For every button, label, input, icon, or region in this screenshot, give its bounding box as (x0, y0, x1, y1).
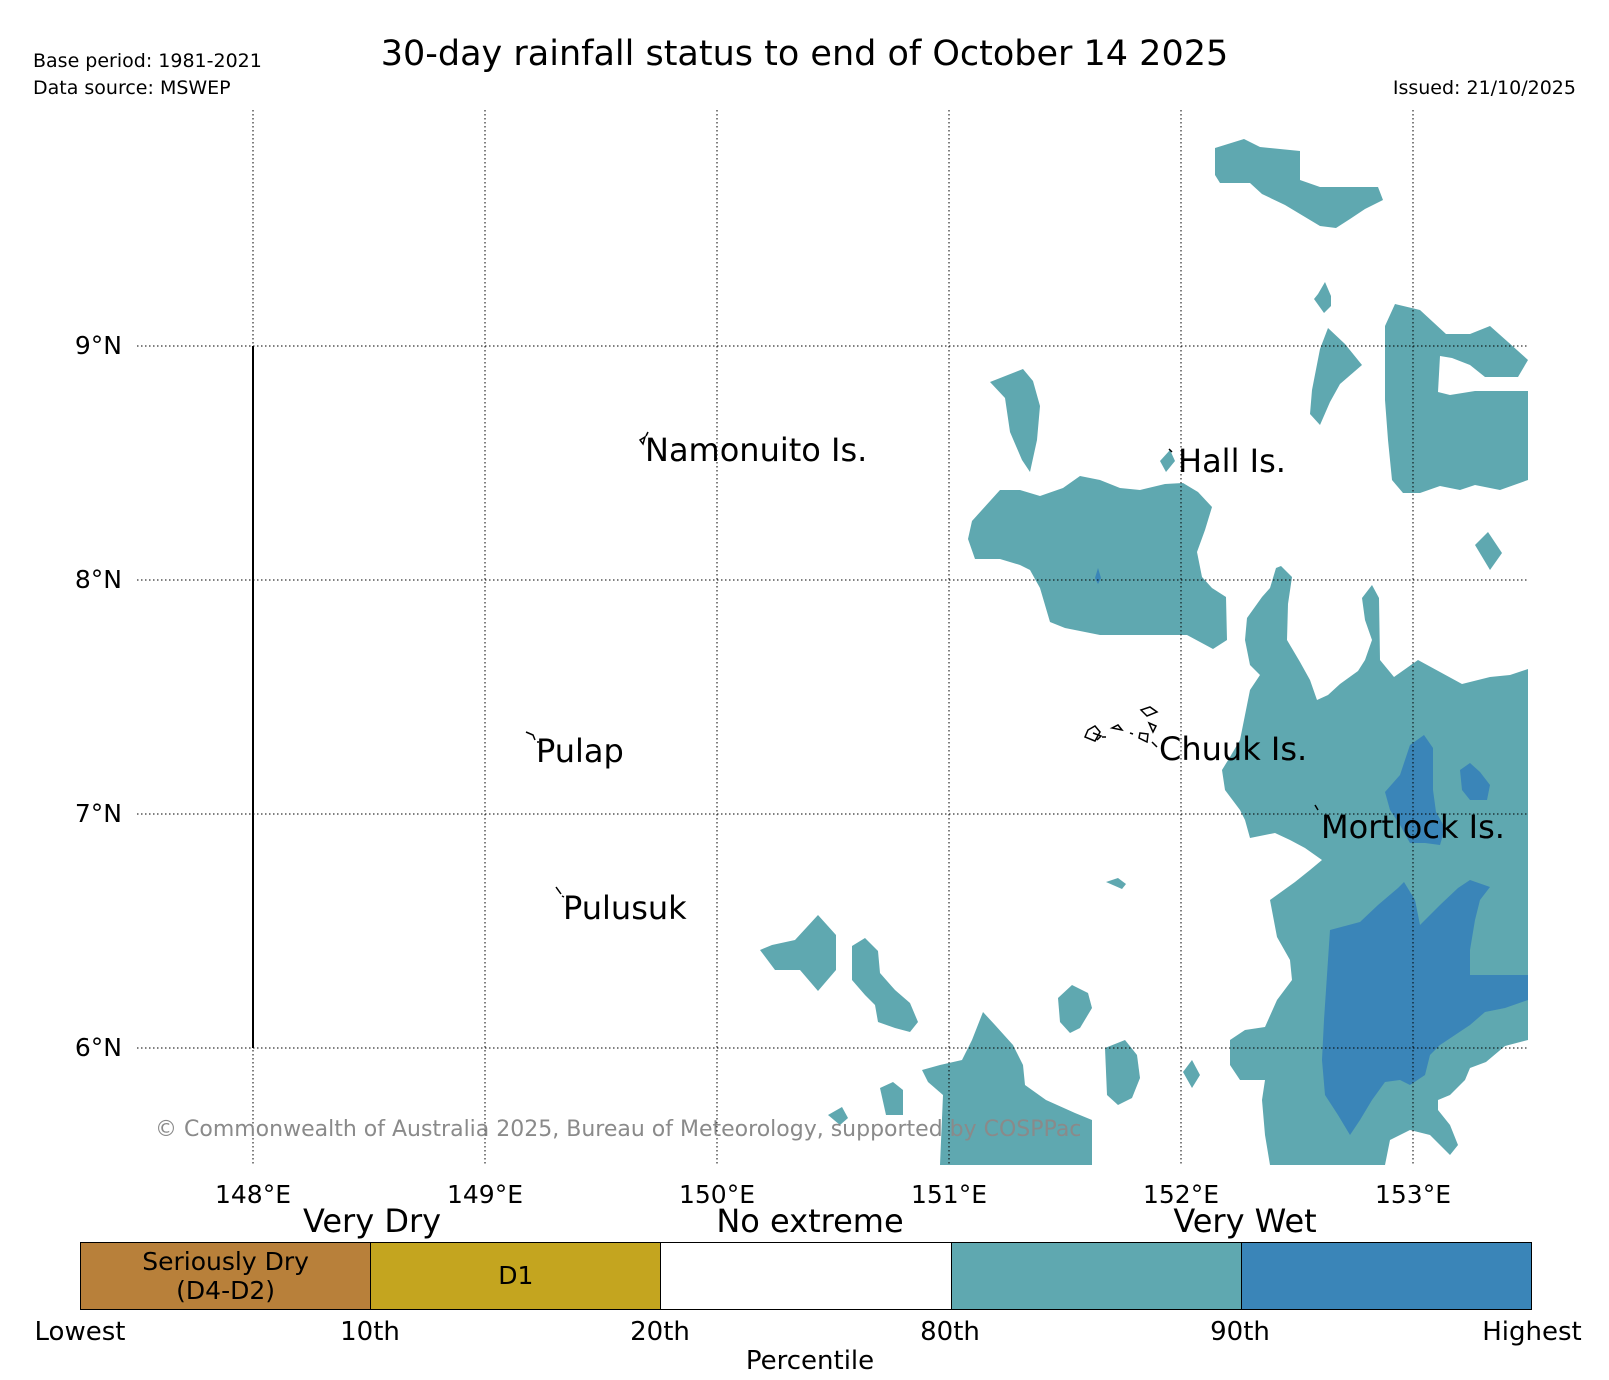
data-source-text: Data source: MSWEP (33, 77, 231, 99)
place-label-pulap: Pulap (536, 732, 624, 770)
place-label-namonuito: Namonuito Is. (645, 431, 868, 469)
copyright-notice: © Commonwealth of Australia 2025, Bureau… (155, 1117, 1082, 1142)
wet-region (760, 915, 836, 991)
legend-segment-d1: D1 (370, 1243, 661, 1309)
island-outlines (525, 431, 1319, 898)
lon-label-151E: 151°E (910, 1180, 987, 1209)
wet-region (1105, 1040, 1140, 1105)
segment-label-line1: D1 (498, 1261, 534, 1291)
place-label-pulusuk: Pulusuk (563, 889, 687, 927)
wet-region (968, 476, 1227, 649)
lon-label-153E: 153°E (1374, 1180, 1451, 1209)
wet-80-90-regions (760, 139, 1528, 1165)
issued-date-text: Issued: 21/10/2025 (1392, 77, 1576, 99)
lon-label-149E: 149°E (446, 1180, 523, 1209)
lon-label-150E: 150°E (678, 1180, 755, 1209)
island-shape (1109, 724, 1124, 732)
wet-region (828, 1107, 848, 1125)
island-shape (1151, 741, 1158, 748)
wet-region (1475, 532, 1502, 570)
lon-label-148E: 148°E (214, 1180, 291, 1209)
island-shape (1102, 732, 1134, 738)
island-shape (555, 886, 565, 898)
lat-label-6N: 6°N (74, 1033, 122, 1062)
wet-region (1183, 1060, 1200, 1088)
wet-region (1106, 878, 1126, 889)
wet-region (1215, 139, 1383, 228)
wet-region (880, 1082, 903, 1115)
lat-label-9N: 9°N (74, 331, 122, 360)
island-shape (1138, 721, 1158, 744)
legend-tick-80th: 80th (920, 1317, 980, 1347)
wet-region (1314, 282, 1331, 313)
rainfall-anomaly-layer (525, 139, 1528, 1165)
lat-label-8N: 8°N (74, 565, 122, 594)
place-label-mortlock: Mortlock Is. (1321, 808, 1505, 846)
legend-header-very-wet: Very Wet (1173, 1202, 1317, 1240)
wet-region (1160, 450, 1175, 472)
wet-region (852, 938, 918, 1032)
base-period-text: Base period: 1981-2021 (33, 50, 262, 72)
wet-region (1310, 328, 1362, 425)
wet-90-plus-regions (1095, 568, 1528, 1135)
percentile-colorbar: Seriously Dry (D4-D2) D1 (80, 1242, 1532, 1310)
legend-tick-90th: 90th (1210, 1317, 1270, 1347)
legend-segment-no-extreme (660, 1243, 951, 1309)
legend-segment-seriously-dry: Seriously Dry (D4-D2) (81, 1243, 371, 1309)
very-wet-region (1322, 880, 1528, 1135)
wet-region (1385, 304, 1528, 493)
legend-axis-label: Percentile (745, 1346, 875, 1376)
very-wet-region (1095, 568, 1101, 584)
segment-label-line1: Seriously Dry (142, 1246, 309, 1276)
lat-label-7N: 7°N (74, 799, 122, 828)
wet-region (922, 1012, 1092, 1165)
island-shape (1168, 448, 1173, 453)
rainfall-map (137, 110, 1528, 1165)
legend-header-very-dry: Very Dry (302, 1202, 442, 1240)
island-shape (1314, 804, 1319, 811)
very-wet-region (1385, 735, 1445, 845)
map-title: 30-day rainfall status to end of October… (380, 34, 1229, 74)
island-shape (525, 731, 539, 743)
place-label-chuuk: Chuuk Is. (1159, 730, 1308, 768)
legend-tick-10th: 10th (340, 1317, 400, 1347)
legend-tick-20th: 20th (630, 1317, 690, 1347)
legend-header-no-extreme: No extreme (716, 1202, 904, 1240)
lon-label-152E: 152°E (1142, 1180, 1219, 1209)
legend-segment-wet-80-90 (950, 1243, 1241, 1309)
legend-tick-lowest: Lowest (34, 1317, 126, 1347)
segment-label-line2: (D4-D2) (176, 1276, 276, 1305)
wet-region (990, 369, 1040, 472)
island-shape (638, 431, 649, 446)
island-shape (1139, 706, 1159, 717)
legend-segment-wet-90-plus (1240, 1243, 1532, 1309)
island-shape (1084, 725, 1103, 742)
place-label-hall: Hall Is. (1178, 442, 1286, 480)
wet-region (1058, 985, 1092, 1033)
legend-tick-highest: Highest (1482, 1317, 1582, 1347)
very-wet-region (1460, 763, 1490, 800)
